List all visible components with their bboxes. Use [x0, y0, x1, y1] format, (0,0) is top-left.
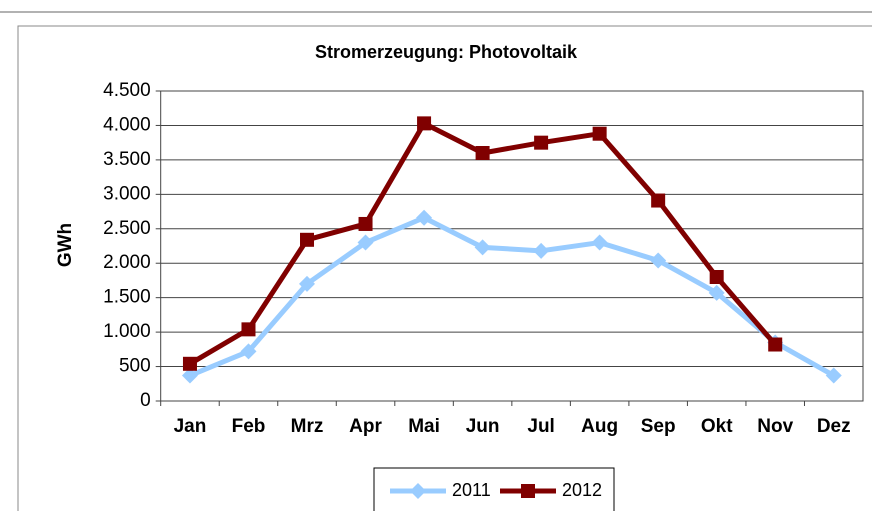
marker — [241, 322, 256, 337]
marker — [357, 234, 374, 251]
marker — [417, 116, 432, 131]
x-tick-label: Feb — [232, 416, 266, 437]
y-axis-label: GWh — [55, 223, 76, 267]
marker — [181, 367, 198, 384]
y-tick-label: 4.500 — [103, 80, 151, 101]
x-tick-label: Okt — [701, 416, 733, 437]
marker — [592, 126, 607, 141]
marker — [474, 239, 491, 256]
marker — [825, 367, 842, 384]
x-tick-label: Nov — [757, 416, 793, 437]
marker — [708, 284, 725, 301]
y-tick-label: 2.500 — [103, 218, 151, 239]
x-tick-label: Jul — [527, 416, 554, 437]
marker — [651, 193, 666, 208]
y-tick-label: 1.500 — [103, 287, 151, 308]
marker — [591, 234, 608, 251]
x-tick-label: Sep — [641, 416, 676, 437]
y-tick-label: 3.000 — [103, 183, 151, 204]
marker — [410, 483, 426, 499]
marker — [240, 343, 257, 360]
marker — [650, 252, 667, 269]
legend-label: 2011 — [452, 480, 491, 500]
chart-frame — [17, 25, 872, 511]
y-tick-label: 500 — [119, 356, 151, 377]
y-tick-label: 3.500 — [103, 149, 151, 170]
x-tick-label: Aug — [581, 416, 618, 437]
marker — [300, 232, 315, 247]
marker — [768, 337, 783, 352]
marker — [358, 216, 373, 231]
y-tick-label: 0 — [140, 390, 151, 411]
x-tick-label: Jun — [466, 416, 500, 437]
x-tick-label: Dez — [817, 416, 851, 437]
marker — [521, 484, 535, 498]
x-tick-label: Jan — [174, 416, 207, 437]
marker — [299, 275, 316, 292]
x-tick-label: Mrz — [291, 416, 324, 437]
chart-title: Stromerzeugung: Photovoltaik — [315, 42, 578, 62]
y-tick-label: 4.000 — [103, 114, 151, 135]
series-line — [189, 215, 835, 378]
y-tick-label: 1.000 — [103, 321, 151, 342]
x-tick-label: Apr — [349, 416, 382, 437]
marker — [475, 146, 490, 160]
plot-border — [160, 90, 864, 402]
x-tick-label: Mai — [408, 416, 440, 437]
marker — [534, 135, 549, 150]
y-tick-label: 2.000 — [103, 252, 151, 273]
marker — [416, 209, 433, 226]
marker — [709, 270, 724, 284]
legend-label: 2012 — [562, 480, 602, 500]
marker — [182, 356, 197, 371]
marker — [533, 242, 550, 259]
